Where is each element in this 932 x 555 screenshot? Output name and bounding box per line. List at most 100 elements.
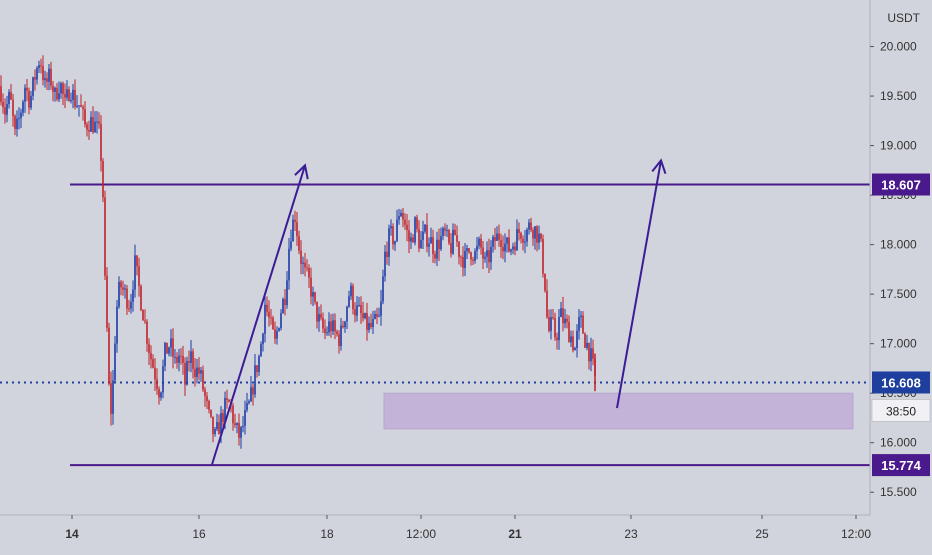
candle: [248, 401, 250, 404]
candle: [22, 101, 24, 113]
candle: [448, 230, 450, 244]
candle: [564, 318, 566, 324]
candle: [328, 321, 330, 333]
candle: [338, 334, 340, 347]
candle: [454, 229, 456, 236]
y-tick-label: 20.000: [880, 40, 917, 54]
candle: [56, 87, 58, 100]
candle: [208, 401, 210, 410]
candle: [94, 121, 96, 133]
candle: [538, 233, 540, 243]
candle: [134, 255, 136, 290]
candle: [286, 280, 288, 306]
candle: [86, 124, 88, 130]
arrow-up-right-head[interactable]: [651, 158, 667, 175]
support-price-tag[interactable]: [872, 454, 930, 477]
candle: [544, 273, 546, 291]
candle: [486, 250, 488, 257]
candle: [366, 313, 368, 331]
candle: [532, 229, 534, 239]
candle: [322, 317, 324, 329]
candle: [216, 422, 218, 430]
arrow-up-left[interactable]: [211, 165, 306, 465]
candle: [592, 348, 594, 359]
y-tick-label: 19.000: [880, 139, 917, 153]
resistance-price-tag[interactable]: [872, 173, 930, 196]
candles-layer: [0, 55, 596, 449]
candle: [246, 403, 248, 410]
candle: [232, 405, 234, 424]
y-tick-label: 19.500: [880, 89, 917, 103]
candle: [422, 231, 424, 240]
y-tick-label: 17.500: [880, 287, 917, 301]
candle: [472, 259, 474, 261]
candle: [180, 355, 182, 357]
candle: [48, 68, 50, 82]
candle: [298, 236, 300, 251]
candle: [368, 322, 370, 331]
candle: [64, 94, 66, 98]
candle: [234, 423, 236, 426]
arrow-up-right[interactable]: [616, 160, 662, 409]
candle: [154, 367, 156, 380]
candle: [164, 342, 166, 367]
arrow-up-left-head[interactable]: [294, 163, 309, 180]
candle: [16, 118, 18, 129]
candle: [160, 392, 162, 398]
candle: [348, 296, 350, 307]
candle: [306, 267, 308, 269]
candle: [66, 89, 68, 98]
candle: [34, 77, 36, 80]
candle: [450, 243, 452, 254]
candle: [76, 105, 78, 107]
current-price-tag[interactable]: [872, 371, 930, 394]
candle: [264, 304, 266, 334]
candle: [386, 251, 388, 258]
candle: [580, 315, 582, 318]
candle: [508, 237, 510, 252]
candle: [360, 304, 362, 314]
candle: [372, 319, 374, 328]
candle: [214, 429, 216, 435]
x-tick-label: 12:00: [406, 527, 436, 541]
candle: [206, 396, 208, 402]
candle: [130, 301, 132, 309]
candle: [500, 240, 502, 247]
x-tick-label: 18: [320, 527, 334, 541]
candle: [2, 102, 4, 108]
candle: [292, 219, 294, 242]
candle: [54, 87, 56, 92]
candle: [350, 285, 352, 297]
candle: [80, 105, 82, 107]
candle: [342, 325, 344, 328]
candle: [108, 327, 110, 384]
candle: [460, 256, 462, 258]
candle: [414, 217, 416, 243]
candle: [344, 321, 346, 328]
candle: [116, 306, 118, 344]
candle: [136, 255, 138, 267]
candle: [128, 308, 130, 310]
candle: [280, 313, 282, 329]
candle: [72, 89, 74, 100]
candle: [362, 313, 364, 319]
y-tick-label: 18.000: [880, 238, 917, 252]
x-tick-label: 16: [192, 527, 206, 541]
candle: [194, 368, 196, 378]
candle: [256, 365, 258, 373]
candle: [12, 99, 14, 116]
candle: [46, 78, 48, 82]
candle: [470, 252, 472, 260]
candle: [318, 314, 320, 322]
candle: [384, 251, 386, 277]
candle: [266, 304, 268, 312]
candle: [408, 230, 410, 242]
annotations-layer[interactable]: [211, 158, 667, 465]
candle: [420, 239, 422, 249]
countdown-tag: [871, 399, 931, 422]
candle: [498, 233, 500, 241]
candle: [586, 342, 588, 348]
